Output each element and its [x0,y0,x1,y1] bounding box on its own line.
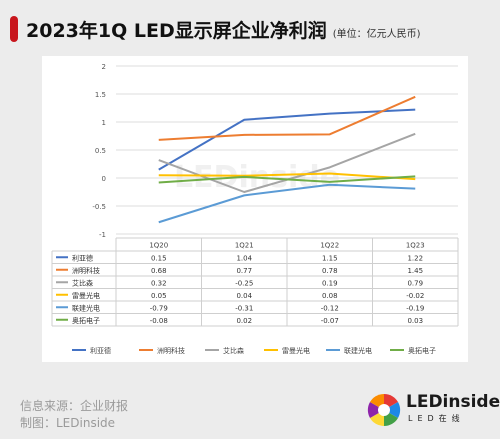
table-row-label: 艾比森 [72,278,93,287]
title-accent-bar [10,16,18,42]
legend-label: 利亚德 [90,346,111,355]
unit-label: (单位：亿元人民币) [332,29,421,40]
chart-title: 2023年1Q LED显示屏企业净利润 [26,20,327,42]
table-value-cell: -0.31 [235,304,253,312]
legend-label: 联建光电 [344,346,372,355]
table-row-label: 奥拓电子 [72,316,100,325]
table-header-cell: 1Q22 [320,242,339,250]
table-value-cell: 0.08 [322,292,338,300]
table-value-cell: -0.25 [235,279,253,287]
y-tick-label: 0.5 [95,147,106,155]
table-value-cell: -0.19 [406,304,424,312]
y-tick-label: 0 [102,175,106,183]
table-row-label: 洲明科技 [72,266,100,275]
legend-label: 奥拓电子 [408,346,436,355]
table-value-cell: 0.79 [407,279,423,287]
table-value-cell: 0.78 [322,267,338,275]
table-value-cell: 0.04 [236,292,252,300]
table-value-cell: -0.12 [321,304,339,312]
table-value-cell: 1.22 [407,254,423,262]
table-value-cell: -0.02 [406,292,424,300]
series-line [158,175,416,184]
title-bar: 2023年1Q LED显示屏企业净利润 (单位：亿元人民币) [0,0,500,52]
logo-text: LEDinside [406,392,500,412]
series-line [158,108,416,171]
table-header-cell: 1Q21 [235,242,254,250]
legend-label: 洲明科技 [157,346,185,355]
table-value-cell: 0.77 [236,267,252,275]
table-row-label: 雷曼光电 [72,291,100,300]
series-line [158,95,416,141]
ledinside-logo: LEDinside LED在线 [364,388,500,432]
logo-ball-icon [367,393,401,427]
y-tick-label: 1.5 [95,91,106,99]
y-tick-label: 1 [102,119,106,127]
chart-card: LEDinside -1 -0.5 0 0.5 1 1.5 2 1Q20 1Q21 1Q22 1Q23… [42,56,468,362]
series-line [158,183,416,224]
table-value-cell: 0.05 [151,292,167,300]
table-value-cell: 0.15 [151,254,167,262]
table-value-cell: 1.04 [236,254,252,262]
table-value-cell: 0.32 [151,279,167,287]
table-row-label: 利亚德 [72,253,93,262]
footer: 信息来源：企业财报 制图：LEDinside [20,398,128,432]
legend-label: 艾比森 [223,346,244,355]
table-value-cell: 0.02 [236,317,252,325]
maker-text: 制图：LEDinside [20,416,116,430]
table-value-cell: -0.79 [150,304,168,312]
table-value-cell: -0.07 [321,317,339,325]
legend-label: 雷曼光电 [282,346,310,355]
table-row-label: 联建光电 [72,303,100,312]
table-value-cell: 1.15 [322,254,338,262]
page-title: 2023年1Q LED显示屏企业净利润 (单位：亿元人民币) [26,16,421,43]
y-tick-label: -1 [99,231,106,239]
table-value-cell: 0.68 [151,267,167,275]
source-text: 信息来源：企业财报 [20,399,129,413]
table-value-cell: 0.19 [322,279,338,287]
series-line [158,172,416,181]
y-tick-label: -0.5 [92,203,106,211]
table-header-cell: 1Q23 [406,242,425,250]
table-header-cell: 1Q20 [149,242,168,250]
table-value-cell: 1.45 [407,267,423,275]
y-tick-label: 2 [102,63,106,71]
logo-subtext: LED在线 [408,414,465,423]
table-value-cell: -0.08 [150,317,168,325]
table-value-cell: 0.03 [407,317,423,325]
